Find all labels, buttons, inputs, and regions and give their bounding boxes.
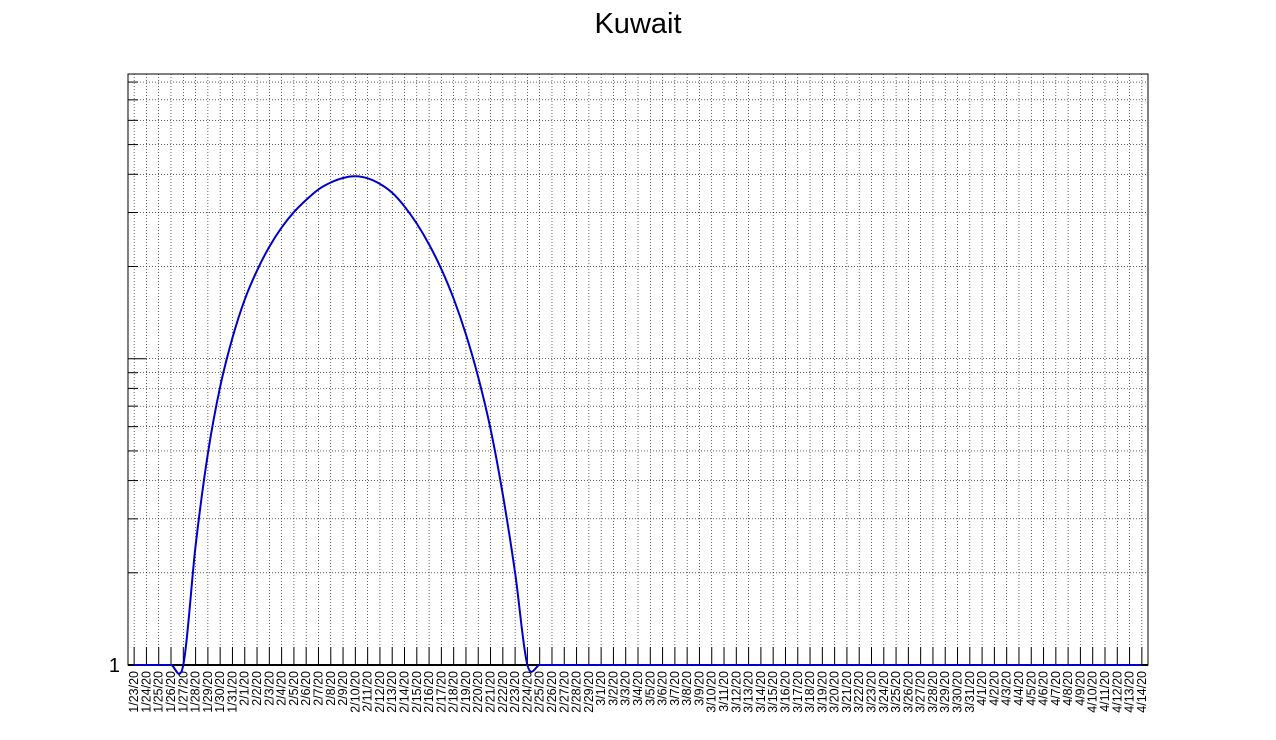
x-tick-label: 3/24/20 — [877, 671, 891, 713]
x-tick-label: 3/14/20 — [754, 671, 768, 713]
x-tick-label: 2/2/20 — [250, 671, 264, 706]
x-tick-label: 2/18/20 — [447, 671, 461, 713]
x-tick-label: 3/22/20 — [852, 671, 866, 713]
x-tick-label: 1/27/20 — [176, 671, 190, 713]
x-tick-label: 1/29/20 — [201, 671, 215, 713]
x-tick-label: 3/10/20 — [705, 671, 719, 713]
x-tick-label: 3/31/20 — [963, 671, 977, 713]
x-tick-label: 2/13/20 — [385, 671, 399, 713]
x-tick-label: 2/25/20 — [533, 671, 547, 713]
x-tick-label: 2/19/20 — [459, 671, 473, 713]
x-tick-label: 4/9/20 — [1073, 671, 1087, 706]
x-tick-label: 3/9/20 — [692, 671, 706, 706]
series-line — [134, 175, 1142, 675]
x-tick-label: 4/4/20 — [1012, 671, 1026, 706]
x-tick-label: 3/4/20 — [631, 671, 645, 706]
x-tick-label: 1/23/20 — [127, 671, 141, 713]
x-tick-label: 1/26/20 — [164, 671, 178, 713]
x-tick-label: 3/7/20 — [668, 671, 682, 706]
x-tick-label: 3/26/20 — [901, 671, 915, 713]
x-tick-label: 2/11/20 — [361, 671, 375, 712]
x-tick-label: 3/30/20 — [951, 671, 965, 713]
x-tick-label: 2/7/20 — [311, 671, 325, 706]
x-tick-label: 2/8/20 — [324, 671, 338, 706]
x-tick-label: 2/17/20 — [434, 671, 448, 713]
x-tick-label: 2/9/20 — [336, 671, 350, 706]
x-tick-label: 2/16/20 — [422, 671, 436, 713]
x-tick-label: 4/8/20 — [1061, 671, 1075, 706]
x-tick-label: 2/3/20 — [262, 671, 276, 706]
x-tick-label: 2/20/20 — [471, 671, 485, 713]
x-tick-label: 4/13/20 — [1123, 671, 1137, 713]
x-tick-label: 4/3/20 — [1000, 671, 1014, 706]
x-tick-label: 2/28/20 — [570, 671, 584, 713]
x-tick-label: 2/22/20 — [496, 671, 510, 713]
x-tick-label: 3/18/20 — [803, 671, 817, 713]
x-tick-label: 4/6/20 — [1037, 671, 1051, 706]
x-tick-label: 1/31/20 — [225, 671, 239, 713]
x-tick-label: 3/13/20 — [742, 671, 756, 713]
x-tick-label: 2/4/20 — [275, 671, 289, 706]
x-tick-label: 3/19/20 — [815, 671, 829, 713]
x-tick-label: 3/28/20 — [926, 671, 940, 713]
x-tick-label: 2/10/20 — [348, 671, 362, 713]
x-tick-label: 4/12/20 — [1110, 671, 1124, 713]
x-tick-label: 3/17/20 — [791, 671, 805, 713]
x-tick-label: 3/8/20 — [680, 671, 694, 706]
x-tick-label: 3/12/20 — [729, 671, 743, 713]
x-tick-label: 4/14/20 — [1135, 671, 1149, 713]
x-tick-label: 2/29/20 — [582, 671, 596, 713]
x-tick-label: 2/15/20 — [410, 671, 424, 713]
x-tick-label: 2/24/20 — [520, 671, 534, 713]
x-tick-label: 4/1/20 — [975, 671, 989, 706]
x-tick-label: 3/27/20 — [914, 671, 928, 713]
x-tick-label: 2/5/20 — [287, 671, 301, 706]
x-tick-label: 2/27/20 — [557, 671, 571, 713]
x-tick-label: 4/7/20 — [1049, 671, 1063, 706]
x-tick-label: 2/21/20 — [484, 671, 498, 713]
x-tick-label: 3/20/20 — [828, 671, 842, 713]
x-tick-label: 3/1/20 — [594, 671, 608, 706]
x-tick-label: 4/10/20 — [1086, 671, 1100, 713]
chart-title: Kuwait — [594, 8, 682, 40]
x-tick-label: 4/5/20 — [1024, 671, 1038, 706]
y-tick-label: 1 — [109, 655, 120, 677]
x-tick-label: 3/23/20 — [864, 671, 878, 713]
x-tick-label: 3/6/20 — [656, 671, 670, 706]
x-tick-label: 3/2/20 — [606, 671, 620, 706]
x-tick-label: 3/29/20 — [938, 671, 952, 713]
x-tick-label: 3/5/20 — [643, 671, 657, 706]
x-tick-label: 2/6/20 — [299, 671, 313, 706]
x-tick-label: 1/30/20 — [213, 671, 227, 713]
x-tick-label: 4/2/20 — [987, 671, 1001, 706]
x-tick-label: 3/15/20 — [766, 671, 780, 713]
plot-frame — [127, 73, 1149, 666]
x-tick-label: 2/23/20 — [508, 671, 522, 713]
x-tick-label: 2/14/20 — [398, 671, 412, 713]
x-tick-label: 3/21/20 — [840, 671, 854, 713]
x-tick-label: 1/28/20 — [189, 671, 203, 713]
x-tick-label: 3/25/20 — [889, 671, 903, 713]
x-tick-label: 3/11/20 — [717, 671, 731, 712]
x-tick-label: 2/12/20 — [373, 671, 387, 713]
x-tick-label: 1/25/20 — [152, 671, 166, 713]
x-tick-label: 2/1/20 — [238, 671, 252, 706]
x-tick-label: 3/16/20 — [778, 671, 792, 713]
x-tick-label: 2/26/20 — [545, 671, 559, 713]
x-tick-label: 1/24/20 — [139, 671, 153, 713]
x-tick-label: 4/11/20 — [1098, 671, 1112, 712]
x-tick-label: 3/3/20 — [619, 671, 633, 706]
